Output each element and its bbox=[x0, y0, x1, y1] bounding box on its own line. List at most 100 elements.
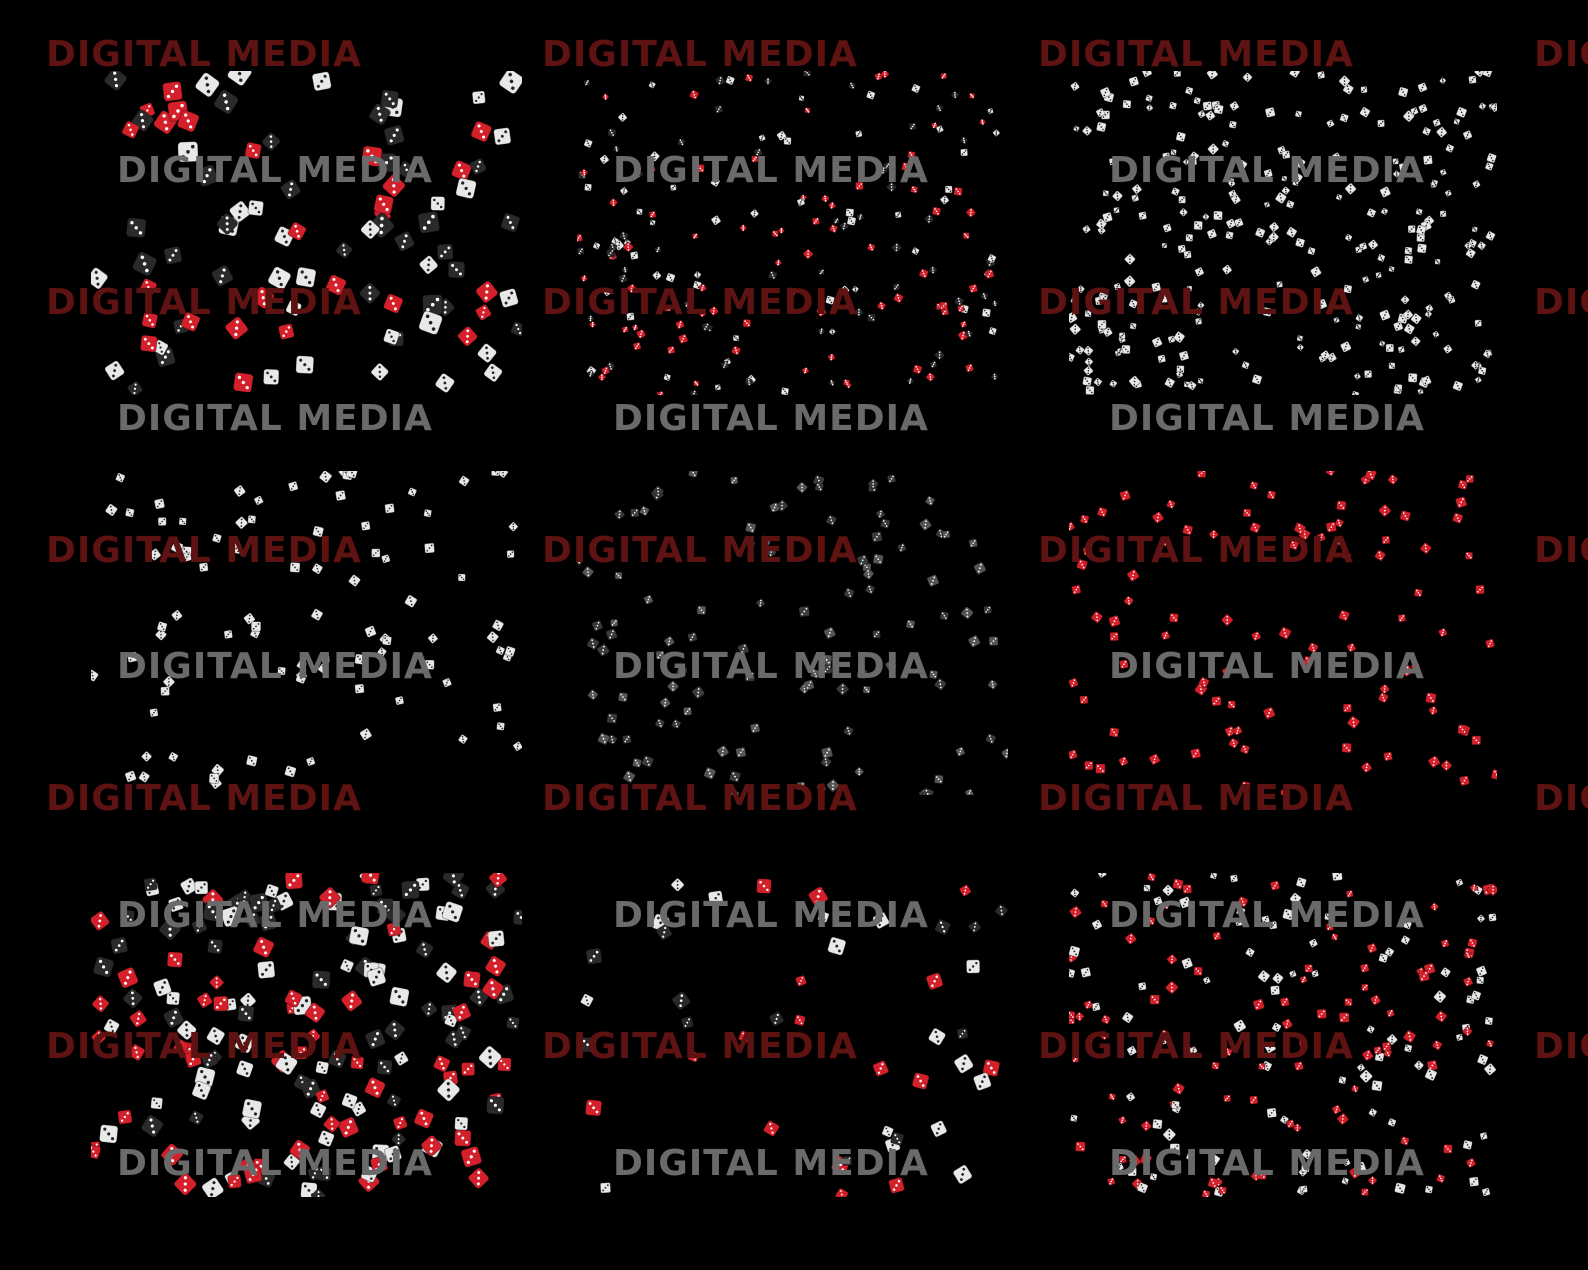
die-pip bbox=[890, 661, 893, 664]
die-pip bbox=[1197, 311, 1199, 313]
die bbox=[1430, 179, 1439, 187]
die-pip bbox=[1406, 517, 1408, 520]
die-pip bbox=[1239, 219, 1241, 221]
die-pip bbox=[633, 254, 636, 257]
die-pip bbox=[163, 518, 165, 521]
die-pip bbox=[818, 486, 821, 488]
die bbox=[1403, 323, 1416, 335]
die-pip bbox=[612, 199, 614, 202]
die-pip bbox=[1096, 616, 1098, 619]
die-pip bbox=[602, 649, 605, 651]
die-pip bbox=[176, 611, 179, 614]
die-pip bbox=[315, 1168, 318, 1171]
die bbox=[141, 751, 153, 762]
die-pip bbox=[1442, 81, 1444, 84]
die-pip bbox=[938, 356, 941, 359]
die bbox=[168, 751, 179, 763]
die-pip bbox=[1402, 615, 1405, 617]
die-pip bbox=[954, 96, 956, 98]
die-pip bbox=[987, 314, 989, 316]
die-pip bbox=[742, 229, 745, 231]
die bbox=[1288, 539, 1300, 551]
die-pip bbox=[211, 898, 215, 902]
die-pip bbox=[859, 131, 861, 133]
die-pip bbox=[723, 366, 725, 368]
die-pip bbox=[860, 672, 863, 675]
die-pip bbox=[1280, 200, 1283, 202]
die bbox=[1126, 568, 1140, 582]
die bbox=[710, 177, 721, 188]
die-pip bbox=[1460, 501, 1463, 504]
die-pip bbox=[880, 510, 882, 513]
die-pip bbox=[760, 138, 763, 141]
die-pip bbox=[291, 563, 294, 566]
die-pip bbox=[1389, 266, 1392, 269]
die-pip bbox=[1179, 368, 1182, 371]
die-pip bbox=[1268, 313, 1270, 316]
die-pip bbox=[210, 774, 213, 777]
die-pip bbox=[945, 533, 947, 536]
die-pip bbox=[989, 261, 992, 264]
die-pip bbox=[288, 193, 291, 197]
die-pip bbox=[1103, 321, 1105, 323]
die bbox=[580, 274, 588, 283]
die-pip bbox=[1286, 790, 1288, 793]
die-pip bbox=[1089, 389, 1091, 392]
die-pip bbox=[1493, 109, 1496, 111]
die-pip bbox=[1419, 212, 1421, 215]
die-pip bbox=[1198, 270, 1201, 273]
die-pip bbox=[506, 215, 510, 219]
die-pip bbox=[914, 250, 917, 252]
die-pip bbox=[187, 315, 190, 318]
die-pip bbox=[1371, 476, 1373, 479]
die-pip bbox=[181, 1049, 184, 1052]
die bbox=[241, 1098, 263, 1120]
die-pip bbox=[651, 84, 654, 86]
die-pip bbox=[1430, 697, 1432, 699]
die-pip bbox=[322, 1091, 325, 1094]
die-pip bbox=[264, 951, 268, 955]
die-pip bbox=[1216, 105, 1218, 108]
die bbox=[488, 873, 508, 888]
die-pip bbox=[460, 169, 464, 173]
die-pip bbox=[1234, 102, 1236, 105]
die bbox=[663, 635, 675, 647]
die-pip bbox=[1196, 99, 1198, 102]
die-pip bbox=[1182, 209, 1185, 211]
die-pip bbox=[1101, 328, 1103, 331]
die bbox=[1344, 233, 1353, 242]
die-pip bbox=[958, 753, 961, 755]
die-pip bbox=[939, 780, 942, 783]
die-pip bbox=[938, 107, 940, 109]
die-pip bbox=[254, 632, 256, 635]
die-pip bbox=[377, 1163, 381, 1166]
die-pip bbox=[633, 328, 636, 331]
die-pip bbox=[1226, 268, 1228, 271]
die-pip bbox=[806, 109, 809, 112]
die-pip bbox=[1268, 170, 1271, 172]
die bbox=[1293, 522, 1307, 535]
die-pip bbox=[993, 375, 996, 378]
die-pip bbox=[962, 323, 965, 326]
die-pip bbox=[287, 326, 291, 329]
die-pip bbox=[1082, 516, 1084, 518]
die-pip bbox=[864, 687, 866, 689]
die bbox=[1334, 518, 1344, 528]
die-pip bbox=[1194, 752, 1197, 755]
die bbox=[1249, 521, 1261, 534]
die-pip bbox=[1389, 347, 1391, 349]
die-pip bbox=[1216, 102, 1219, 104]
die-pip bbox=[1267, 172, 1269, 175]
die-pip bbox=[623, 275, 626, 277]
die-pip bbox=[611, 244, 613, 246]
die-pip bbox=[485, 284, 489, 288]
die-pip bbox=[1116, 192, 1119, 194]
die-pip bbox=[1461, 782, 1464, 785]
die-pip bbox=[592, 696, 595, 699]
die-pip bbox=[1390, 268, 1393, 270]
die-pip bbox=[683, 335, 686, 338]
die bbox=[1082, 224, 1091, 234]
die-pip bbox=[807, 111, 810, 113]
die-pip bbox=[249, 1119, 252, 1122]
die bbox=[162, 81, 183, 102]
